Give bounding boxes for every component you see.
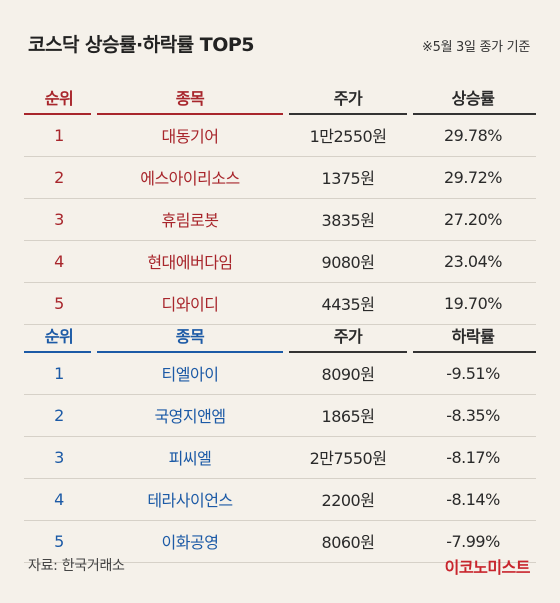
rise-header-row: 순위 종목 주가 상승률 <box>24 80 536 115</box>
header-gap <box>283 113 289 115</box>
rise-table-row: 1 대동기어 1만2550원 29.78% <box>24 114 536 157</box>
rise-header-name: 종목 <box>94 80 289 115</box>
rise-name-cell: 대동기어 <box>94 114 286 157</box>
rise-price-cell: 4435원 <box>286 282 410 325</box>
fall-header-rank: 순위 <box>24 318 97 353</box>
rise-name-cell: 에스아이리소스 <box>94 156 286 199</box>
rise-rate-cell: 29.72% <box>410 156 536 199</box>
rise-header-price: 주가 <box>286 80 413 115</box>
rise-rate-cell: 29.78% <box>410 114 536 157</box>
fall-table: 순위 종목 주가 하락률 1 티엘아이 8090원 -9.51% 2 국영지앤엠 1865원… <box>24 318 536 563</box>
fall-price-cell: 2200원 <box>286 478 410 521</box>
rise-price-cell: 9080원 <box>286 240 410 283</box>
fall-name-cell: 피씨엘 <box>94 436 286 479</box>
header-gap <box>91 351 97 353</box>
rise-rank-cell: 1 <box>24 114 94 157</box>
fall-table-row: 5 이화공영 8060원 -7.99% <box>24 520 536 563</box>
rise-table: 순위 종목 주가 상승률 1 대동기어 1만2550원 29.78% 2 에스아이리소스 1… <box>24 80 536 325</box>
rise-table-row: 2 에스아이리소스 1375원 29.72% <box>24 156 536 199</box>
rise-price-cell: 1만2550원 <box>286 114 410 157</box>
header-gap <box>91 113 97 115</box>
fall-price-cell: 8090원 <box>286 352 410 395</box>
fall-name-cell: 이화공영 <box>94 520 286 563</box>
rise-name-cell: 휴림로봇 <box>94 198 286 241</box>
rise-table-row: 5 디와이디 4435원 19.70% <box>24 282 536 325</box>
rise-rate-cell: 27.20% <box>410 198 536 241</box>
fall-rate-cell: -7.99% <box>410 520 536 563</box>
rise-table-row: 4 현대에버다임 9080원 23.04% <box>24 240 536 283</box>
fall-rank-cell: 1 <box>24 352 94 395</box>
fall-table-row: 2 국영지앤엠 1865원 -8.35% <box>24 394 536 437</box>
fall-rank-cell: 3 <box>24 436 94 479</box>
rise-price-cell: 1375원 <box>286 156 410 199</box>
source-label: 자료: 한국거래소 <box>28 558 125 574</box>
header-gap <box>407 351 413 353</box>
fall-header-name: 종목 <box>94 318 289 353</box>
chart-title: 코스닥 상승률·하락률 TOP5 <box>28 34 255 56</box>
rise-table-row: 3 휴림로봇 3835원 27.20% <box>24 198 536 241</box>
fall-header-rate: 하락률 <box>410 318 536 353</box>
fall-name-cell: 국영지앤엠 <box>94 394 286 437</box>
fall-header-row: 순위 종목 주가 하락률 <box>24 318 536 353</box>
fall-rate-cell: -8.14% <box>410 478 536 521</box>
fall-rate-cell: -8.17% <box>410 436 536 479</box>
fall-rate-cell: -8.35% <box>410 394 536 437</box>
fall-rank-cell: 2 <box>24 394 94 437</box>
fall-table-row: 4 테라사이언스 2200원 -8.14% <box>24 478 536 521</box>
fall-table-body: 1 티엘아이 8090원 -9.51% 2 국영지앤엠 1865원 -8.35% 3 피씨엘 2만7… <box>24 352 536 563</box>
basis-note: ※5월 3일 종가 기준 <box>422 40 530 55</box>
fall-table-row: 1 티엘아이 8090원 -9.51% <box>24 352 536 395</box>
fall-name-cell: 테라사이언스 <box>94 478 286 521</box>
publisher-logo: 이코노미스트 <box>444 558 531 577</box>
fall-rate-cell: -9.51% <box>410 352 536 395</box>
rise-header-rank: 순위 <box>24 80 97 115</box>
rise-name-cell: 디와이디 <box>94 282 286 325</box>
header-gap <box>407 113 413 115</box>
fall-rank-cell: 4 <box>24 478 94 521</box>
fall-header-price: 주가 <box>286 318 413 353</box>
fall-price-cell: 2만7550원 <box>286 436 410 479</box>
fall-price-cell: 1865원 <box>286 394 410 437</box>
rise-rate-cell: 23.04% <box>410 240 536 283</box>
rise-table-body: 1 대동기어 1만2550원 29.78% 2 에스아이리소스 1375원 29.72% 3 휴림… <box>24 114 536 325</box>
header-gap <box>283 351 289 353</box>
rise-rank-cell: 2 <box>24 156 94 199</box>
rise-rank-cell: 3 <box>24 198 94 241</box>
fall-price-cell: 8060원 <box>286 520 410 563</box>
fall-table-row: 3 피씨엘 2만7550원 -8.17% <box>24 436 536 479</box>
fall-name-cell: 티엘아이 <box>94 352 286 395</box>
rise-price-cell: 3835원 <box>286 198 410 241</box>
rise-name-cell: 현대에버다임 <box>94 240 286 283</box>
rise-rank-cell: 4 <box>24 240 94 283</box>
fall-rank-cell: 5 <box>24 520 94 563</box>
rise-header-rate: 상승률 <box>410 80 536 115</box>
